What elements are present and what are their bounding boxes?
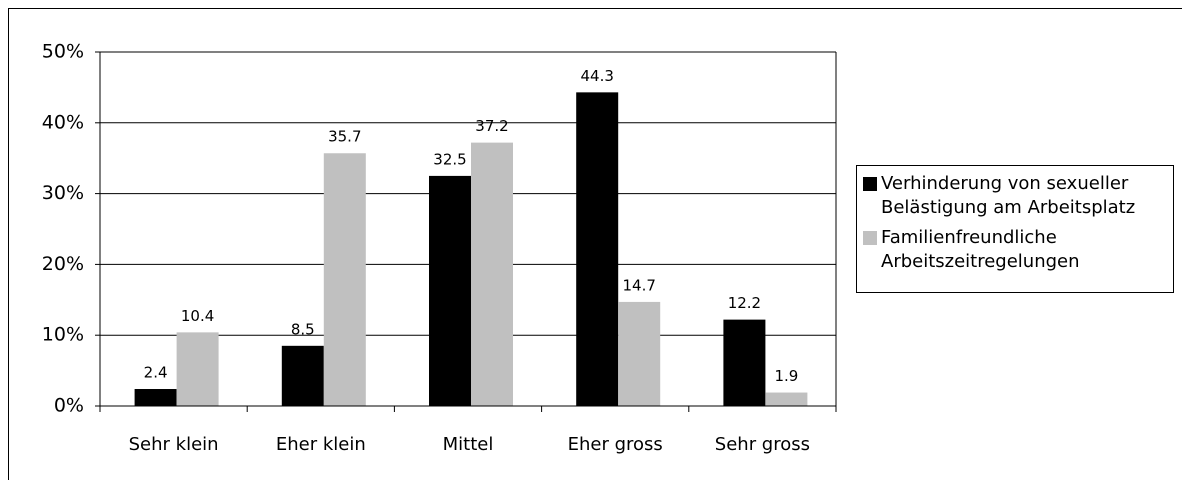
y-tick-label: 40% — [42, 111, 84, 133]
x-tick-label: Mittel — [443, 434, 494, 455]
value-label: 10.4 — [181, 307, 214, 325]
bar — [765, 392, 808, 406]
value-label: 44.3 — [580, 67, 613, 85]
bar — [176, 332, 219, 406]
x-tick-label: Sehr klein — [129, 434, 219, 455]
y-tick-label: 10% — [42, 324, 84, 346]
x-tick-label: Eher gross — [568, 434, 663, 455]
frame — [8, 8, 1182, 480]
bar — [281, 345, 324, 406]
legend-label: Familienfreundliche Arbeitszeitregelunge… — [881, 227, 1080, 272]
legend-entry: Familienfreundliche Arbeitszeitregelunge… — [863, 226, 1169, 274]
legend-swatch — [863, 231, 877, 245]
legend-swatch — [863, 177, 877, 191]
value-label: 12.2 — [728, 294, 761, 312]
x-tick-label: Eher klein — [276, 434, 366, 455]
legend-label: Verhinderung von sexueller Belästigung a… — [881, 173, 1136, 218]
bar — [723, 319, 766, 406]
y-tick-label: 0% — [54, 395, 84, 417]
bar — [618, 301, 661, 406]
bar — [134, 389, 177, 406]
bar — [471, 142, 513, 406]
value-label: 1.9 — [774, 367, 798, 385]
value-label: 8.5 — [291, 320, 315, 338]
bar — [323, 153, 366, 406]
legend-entry: Verhinderung von sexueller Belästigung a… — [863, 172, 1169, 220]
value-label: 14.7 — [622, 276, 655, 294]
legend: Verhinderung von sexueller Belästigung a… — [856, 165, 1174, 293]
value-label: 32.5 — [433, 150, 466, 168]
bar — [576, 92, 619, 406]
y-tick-label: 30% — [42, 182, 84, 204]
value-label: 35.7 — [328, 128, 361, 146]
y-tick-label: 50% — [42, 41, 84, 63]
y-tick-label: 20% — [42, 253, 84, 275]
bar — [429, 175, 471, 406]
value-label: 2.4 — [144, 364, 168, 382]
x-tick-label: Sehr gross — [715, 434, 810, 455]
value-label: 37.2 — [475, 117, 508, 135]
